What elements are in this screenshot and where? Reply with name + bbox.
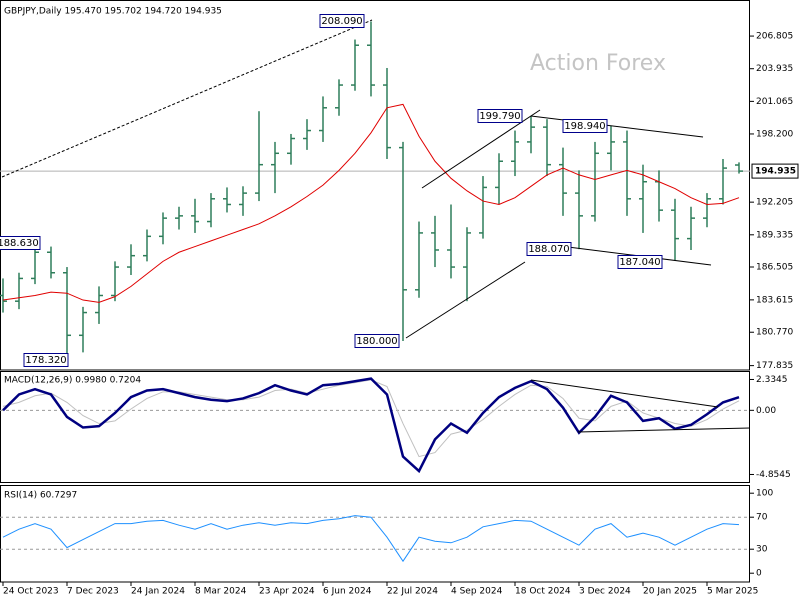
last-price-box: [751, 163, 799, 179]
x-tick-label: 23 Apr 2024: [259, 587, 315, 597]
x-tick-label: 24 Jan 2024: [131, 587, 185, 597]
annotation: 187.040: [619, 257, 660, 268]
y-tick-label: 0.00: [756, 406, 776, 416]
y-tick-label: 206.805: [756, 32, 793, 42]
x-tick-label: 24 Oct 2023: [3, 587, 59, 597]
y-tick-label: 30: [756, 545, 768, 555]
annotation: 198.940: [564, 121, 605, 132]
rsi-title: RSI(14) 60.7297: [4, 491, 77, 501]
y-tick-label: 0: [756, 569, 762, 579]
y-tick-label: 183.615: [756, 295, 793, 305]
y-tick-label: 192.205: [756, 198, 793, 208]
annotation-box: [526, 242, 572, 256]
trendline: [530, 379, 719, 408]
y-tick-label: 180.770: [756, 328, 793, 338]
macd-panel: [0, 371, 750, 483]
y-tick-label: 70: [756, 513, 768, 523]
series-line: [2, 377, 740, 474]
annotation-box: [0, 236, 41, 250]
chart-title: GBPJPY,Daily 195.470 195.702 194.720 194…: [4, 7, 222, 17]
annotation: 199.790: [479, 111, 520, 122]
y-tick-label: 100: [756, 489, 773, 499]
panel-plot: [0, 21, 750, 361]
rsi-panel: [0, 485, 750, 583]
series-line: [2, 515, 740, 563]
x-tick-label: 8 Mar 2024: [195, 587, 247, 597]
panel-plot: [0, 515, 750, 563]
x-tick-label: 20 Jan 2025: [643, 587, 697, 597]
annotation: 180.000: [356, 336, 397, 347]
y-tick-label: 189.335: [756, 230, 793, 240]
moving-average: [2, 103, 740, 303]
y-tick-label: 177.835: [756, 361, 793, 371]
trendline: [530, 115, 704, 138]
x-tick-label: 5 Mar 2025: [707, 587, 758, 597]
panel-plot: [0, 377, 750, 474]
series-line: [2, 379, 740, 458]
annotation-box: [354, 334, 400, 348]
y-tick-label: 198.200: [756, 129, 793, 139]
annotation: 208.090: [321, 16, 362, 27]
watermark: Action Forex: [530, 51, 666, 76]
trendline: [577, 427, 751, 433]
y-tick-label: -4.8545: [756, 470, 791, 480]
trendline: [1, 19, 373, 178]
y-tick-label: 186.505: [756, 262, 793, 272]
annotation: 178.320: [25, 355, 66, 366]
x-tick-label: 7 Dec 2023: [67, 587, 119, 597]
trendline: [405, 261, 526, 339]
y-tick-label: 2.3345: [756, 375, 788, 385]
x-tick-label: 4 Sep 2024: [451, 587, 503, 597]
trendlines: [1, 19, 751, 433]
x-tick-label: 18 Oct 2024: [515, 587, 571, 597]
drawing-layer: [0, 21, 750, 563]
annotation: 188.070: [528, 244, 569, 255]
annotation-box: [23, 353, 69, 367]
annotation-box: [617, 255, 663, 269]
y-tick-label: 201.065: [756, 97, 793, 107]
price-panel: [0, 0, 750, 371]
x-tick-label: 3 Dec 2024: [579, 587, 631, 597]
x-tick-label: 22 Jul 2024: [387, 587, 438, 597]
annotation-box: [477, 109, 523, 123]
x-tick-label: 6 Jun 2024: [323, 587, 372, 597]
y-tick-label: 203.935: [756, 64, 793, 74]
last-price-label: 194.935: [755, 167, 796, 177]
annotation: 188.630: [0, 238, 39, 249]
annotation-box: [562, 119, 608, 133]
annotation-box: [319, 14, 365, 28]
macd-title: MACD(12,26,9) 0.9980 0.7204: [4, 376, 141, 386]
